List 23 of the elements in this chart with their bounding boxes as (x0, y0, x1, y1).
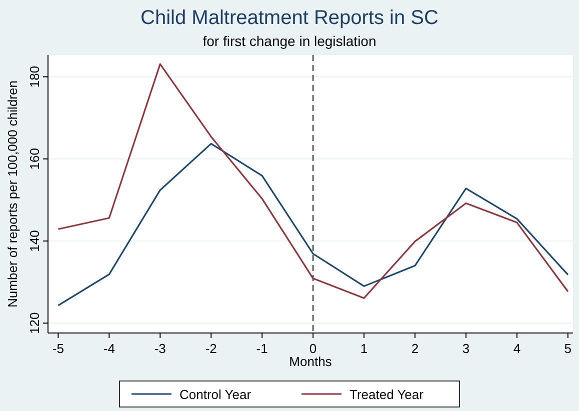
y-tick-label: 180 (27, 66, 42, 88)
x-tick-label: -3 (154, 341, 166, 356)
x-tick-label: -4 (103, 341, 115, 356)
line-series (57, 63, 569, 299)
x-tick-label: -5 (52, 341, 64, 356)
y-tick-label: 160 (27, 148, 42, 170)
x-tick-label: 4 (513, 341, 521, 356)
x-tick-label: -2 (205, 341, 217, 356)
line-series (57, 142, 569, 306)
y-axis-title: Number of reports per 100,000 children (5, 80, 20, 308)
y-tick-label: 140 (27, 230, 42, 252)
legend-label: Control Year (180, 387, 252, 402)
legend-label: Treated Year (350, 387, 424, 402)
x-tick-label: -1 (256, 341, 268, 356)
x-tick-label: 2 (411, 341, 419, 356)
chart-title: Child Maltreatment Reports in SC (140, 7, 438, 29)
x-tick-label: 1 (360, 341, 368, 356)
x-tick-label: 5 (564, 341, 572, 356)
x-tick-label: 3 (462, 341, 470, 356)
x-axis-title: Months (289, 354, 332, 369)
chart-subtitle: for first change in legislation (202, 33, 376, 49)
x-tick-label: 0 (309, 341, 317, 356)
y-tick-label: 120 (27, 312, 42, 334)
